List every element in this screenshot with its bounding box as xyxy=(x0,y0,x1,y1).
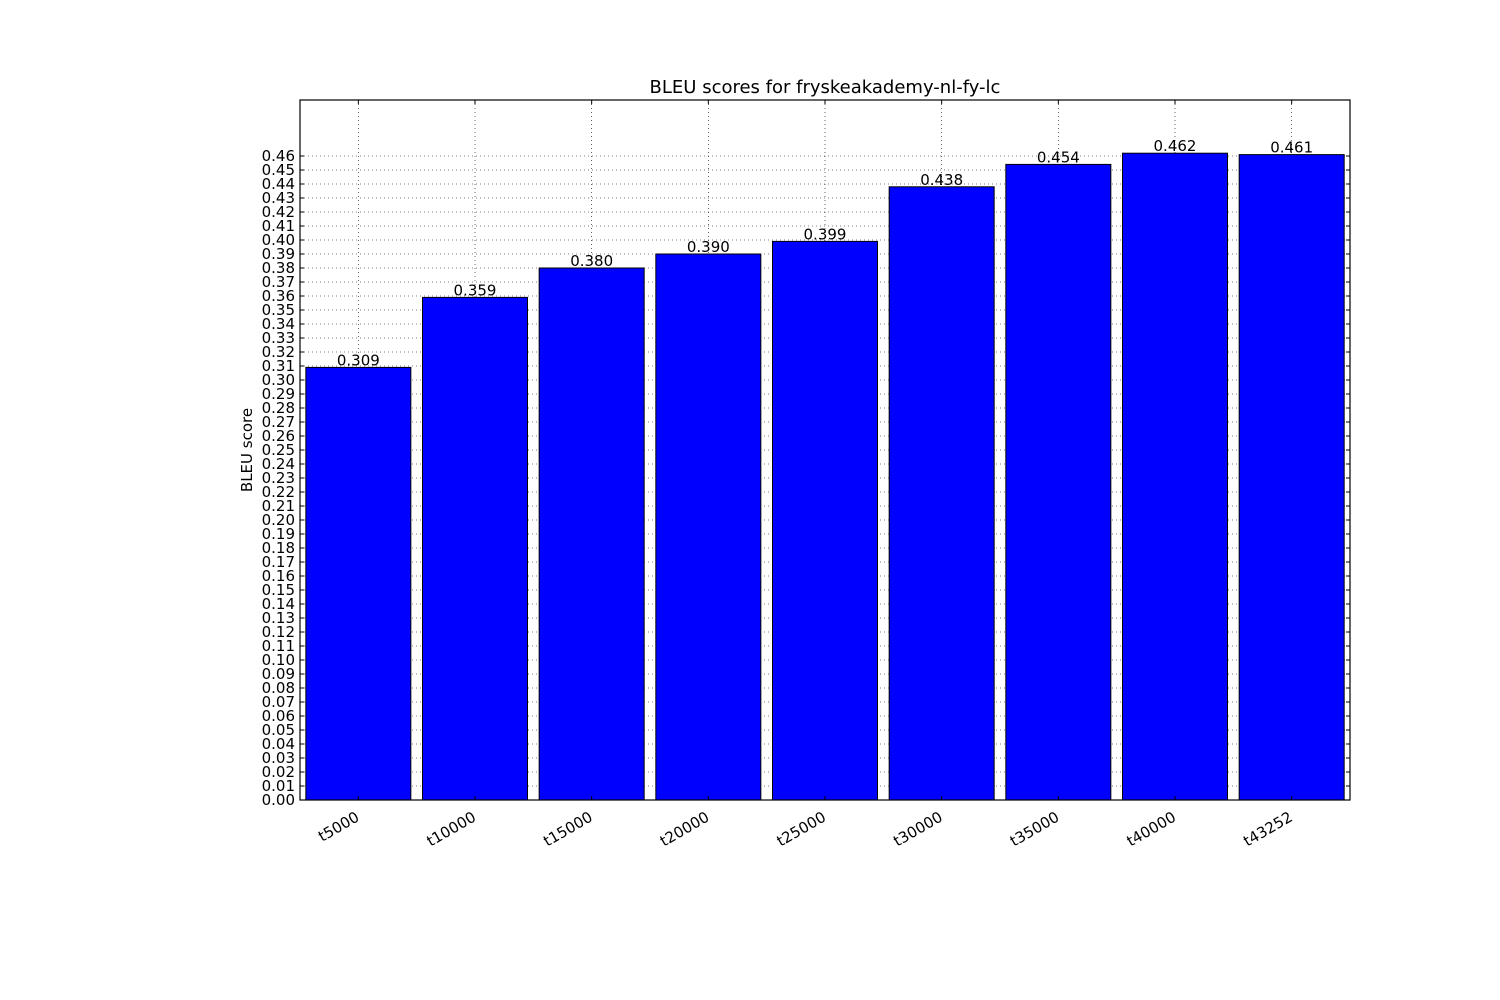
value-label: 0.461 xyxy=(1270,139,1313,157)
value-label: 0.399 xyxy=(804,225,847,243)
y-tick-label: 0.41 xyxy=(262,217,295,235)
value-label: 0.309 xyxy=(337,351,380,369)
y-tick-label: 0.07 xyxy=(262,693,295,711)
y-tick-label: 0.18 xyxy=(262,539,295,557)
y-tick-label: 0.43 xyxy=(262,189,295,207)
y-tick-label: 0.45 xyxy=(262,161,295,179)
y-axis: 0.000.010.020.030.040.050.060.070.080.09… xyxy=(262,147,1350,809)
bar-t40000 xyxy=(1122,152,1228,801)
y-tick-label: 0.23 xyxy=(262,469,295,487)
y-tick-label: 0.11 xyxy=(262,637,295,655)
y-tick-label: 0.46 xyxy=(262,147,295,165)
bar-t35000 xyxy=(1005,163,1112,801)
y-tick-label: 0.20 xyxy=(262,511,295,529)
y-tick-label: 0.12 xyxy=(262,623,295,641)
y-tick-label: 0.42 xyxy=(262,203,295,221)
y-tick-label: 0.37 xyxy=(262,273,295,291)
value-label: 0.454 xyxy=(1037,148,1080,166)
y-tick-label: 0.09 xyxy=(262,665,295,683)
bar-t43252 xyxy=(1238,154,1345,801)
y-tick-label: 0.06 xyxy=(262,707,295,725)
y-tick-label: 0.33 xyxy=(262,329,295,347)
y-axis-label: BLEU score xyxy=(238,408,256,492)
y-tick-label: 0.25 xyxy=(262,441,295,459)
y-tick-label: 0.10 xyxy=(262,651,295,669)
bar-t20000 xyxy=(655,253,762,801)
y-tick-label: 0.30 xyxy=(262,371,295,389)
y-tick-label: 0.16 xyxy=(262,567,295,585)
bar-t25000 xyxy=(772,240,878,801)
y-tick-label: 0.03 xyxy=(262,749,295,767)
y-tick-label: 0.40 xyxy=(262,231,295,249)
y-tick-label: 0.17 xyxy=(262,553,295,571)
y-tick-label: 0.34 xyxy=(262,315,295,333)
y-tick-label: 0.01 xyxy=(262,777,295,795)
bars xyxy=(305,152,1345,801)
y-tick-label: 0.32 xyxy=(262,343,295,361)
chart-title: BLEU scores for fryskeakademy-nl-fy-lc xyxy=(650,77,1001,98)
bar-t5000 xyxy=(305,366,412,801)
y-tick-label: 0.14 xyxy=(262,595,295,613)
y-tick-label: 0.15 xyxy=(262,581,295,599)
y-tick-label: 0.08 xyxy=(262,679,295,697)
y-tick-label: 0.36 xyxy=(262,287,295,305)
y-tick-label: 0.44 xyxy=(262,175,295,193)
y-tick-label: 0.38 xyxy=(262,259,295,277)
value-labels: 0.309 0.359 0.380 0.390 0.399 0.438 0.454 0.462… xyxy=(337,137,1313,369)
bar-t30000 xyxy=(888,186,995,801)
bar-t10000 xyxy=(422,296,528,801)
y-tick-label: 0.05 xyxy=(262,721,295,739)
value-label: 0.359 xyxy=(454,281,497,299)
y-tick-label: 0.29 xyxy=(262,385,295,403)
y-tick-label: 0.27 xyxy=(262,413,295,431)
y-tick-label: 0.35 xyxy=(262,301,295,319)
value-label: 0.462 xyxy=(1154,137,1197,155)
y-tick-label: 0.21 xyxy=(262,497,295,515)
y-tick-label: 0.22 xyxy=(262,483,295,501)
y-tick-label: 0.39 xyxy=(262,245,295,263)
y-tick-label: 0.00 xyxy=(262,791,295,809)
y-tick-label: 0.02 xyxy=(262,763,295,781)
y-tick-label: 0.04 xyxy=(262,735,295,753)
value-label: 0.380 xyxy=(570,252,613,270)
bar-t15000 xyxy=(538,267,645,801)
value-label: 0.438 xyxy=(920,171,963,189)
y-tick-label: 0.24 xyxy=(262,455,295,473)
y-tick-label: 0.19 xyxy=(262,525,295,543)
y-tick-label: 0.13 xyxy=(262,609,295,627)
y-tick-label: 0.31 xyxy=(262,357,295,375)
y-tick-label: 0.26 xyxy=(262,427,295,445)
value-label: 0.390 xyxy=(687,238,730,256)
y-tick-label: 0.28 xyxy=(262,399,295,417)
